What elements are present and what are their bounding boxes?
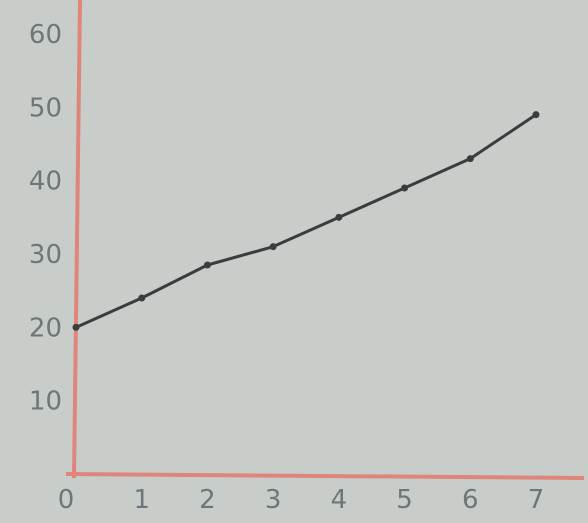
- x-tick-label: 5: [396, 485, 413, 515]
- data-point: [335, 213, 343, 221]
- data-point: [466, 155, 474, 163]
- y-axis: [72, 0, 82, 479]
- data-point: [532, 111, 540, 119]
- x-tick-label: 2: [199, 485, 216, 515]
- data-point: [72, 323, 80, 331]
- x-tick-label: 6: [462, 485, 479, 515]
- data-point: [401, 184, 409, 192]
- data-point: [138, 294, 146, 302]
- x-tick-label: 1: [133, 485, 150, 515]
- series-line: [74, 113, 538, 329]
- x-tick-label: 7: [528, 485, 545, 515]
- y-tick-label: 10: [29, 387, 62, 417]
- data-point: [269, 243, 277, 251]
- data-point: [203, 261, 211, 269]
- x-tick-labels: 0 1 2 3 4 5 6 7: [58, 485, 545, 515]
- x-tick-label: 3: [265, 485, 282, 515]
- y-tick-label: 40: [29, 167, 62, 197]
- y-tick-labels: 10 20 30 40 50 60: [29, 20, 62, 417]
- x-axis: [65, 472, 585, 480]
- data-points: [72, 111, 540, 331]
- y-tick-label: 60: [29, 20, 62, 50]
- y-tick-label: 50: [29, 93, 62, 123]
- y-tick-label: 20: [29, 313, 62, 343]
- x-tick-label: 4: [331, 485, 348, 515]
- x-tick-label: 0: [58, 485, 75, 515]
- y-tick-label: 30: [29, 240, 62, 270]
